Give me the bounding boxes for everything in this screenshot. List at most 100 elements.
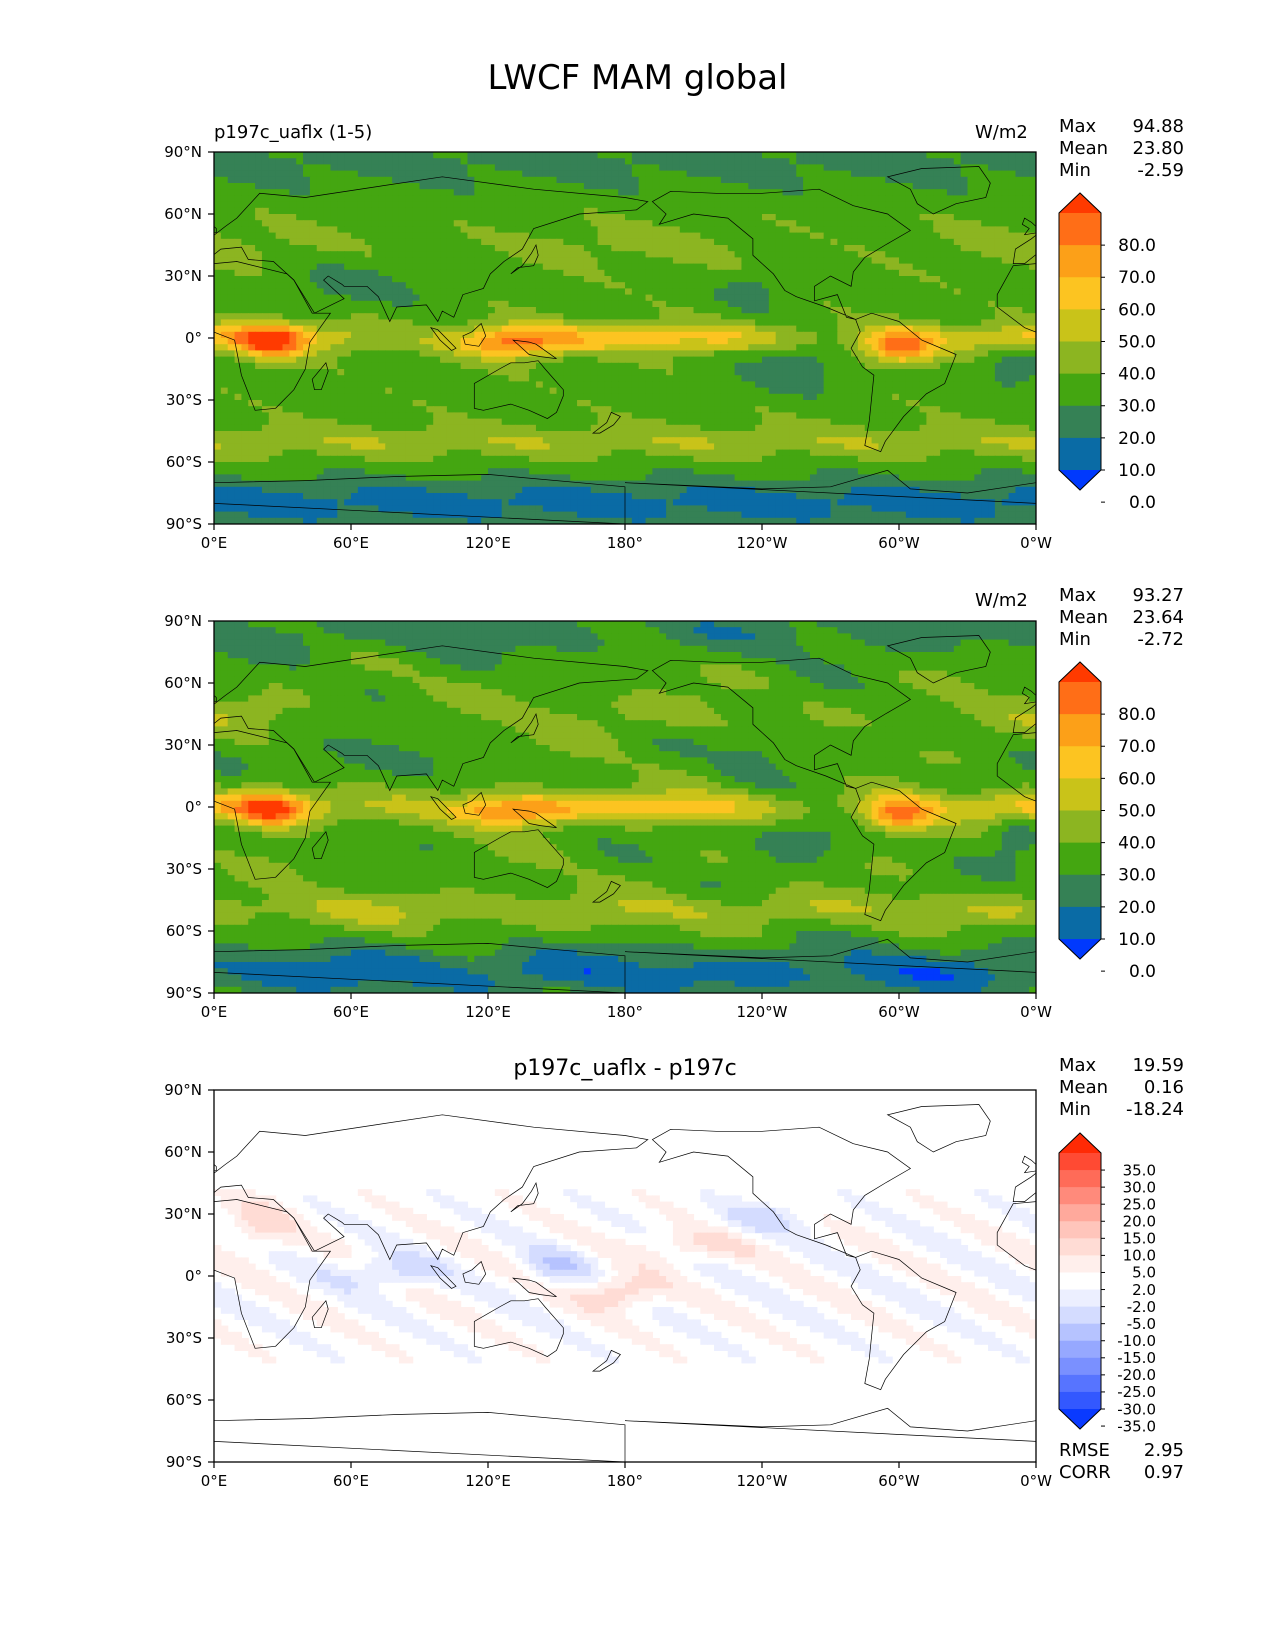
- colorbar-tick-label: -5.0: [1127, 1315, 1156, 1333]
- panel-3-corr-label: CORR: [1059, 1462, 1111, 1483]
- colorbar-bin: [1059, 1221, 1101, 1239]
- lat-tick-label: 0°: [185, 1267, 202, 1285]
- colorbar-bin: [1059, 714, 1101, 747]
- coastline: [214, 217, 1036, 236]
- map-panel-3: 90°N 60°N 30°N 0° 30°S 60°S 90°S0°E 60°E 120°E 18…: [164, 1081, 1052, 1490]
- colorbar-tick-label: 30.0: [1118, 397, 1156, 417]
- map-1-coastlines: [214, 166, 1036, 524]
- lon-tick-label: 0°E: [201, 1003, 228, 1021]
- lat-tick-label: 30°N: [164, 267, 202, 285]
- coastline: [651, 657, 912, 789]
- colorbar-tick-label: 15.0: [1123, 1230, 1156, 1248]
- panel-3-title: p197c_uaflx - p197c: [513, 1056, 737, 1081]
- panel-1-stat-min: -2.59: [1137, 160, 1184, 181]
- lat-tick-label: 60°N: [164, 205, 202, 223]
- colorbar-bin: [1059, 213, 1101, 246]
- colorbar-tick-label: 20.0: [1118, 898, 1156, 918]
- panel-1-stat-mean: 23.80: [1132, 138, 1184, 159]
- colorbar-bin: [1059, 1204, 1101, 1222]
- colorbar-bin: [1059, 437, 1101, 471]
- colorbar-bin: [1059, 1255, 1101, 1273]
- colorbar-bin: [1059, 277, 1101, 310]
- colorbar-3: 35.030.025.020.015.010.05.02.0-2.0-5.0-1…: [1058, 1132, 1156, 1435]
- map-panel-1: 90°N 60°N 30°N 0° 30°S 60°S 90°S0°E 60°E 120°E 18…: [164, 143, 1052, 552]
- colorbar-bin: [1059, 682, 1101, 715]
- colorbar-tick-label: 0.0: [1129, 962, 1156, 982]
- lon-tick-label: 60°W: [878, 1003, 920, 1021]
- panel-2-stat-label-max: Max: [1059, 585, 1097, 606]
- lat-tick-label: 90°N: [164, 143, 202, 161]
- coastline: [886, 166, 991, 215]
- colorbar-tick-label: -15.0: [1117, 1349, 1156, 1367]
- colorbar-bin: [1059, 341, 1101, 375]
- lon-tick-label: 120°W: [737, 1472, 788, 1490]
- lon-tick-label: 0°W: [1020, 534, 1052, 552]
- lat-tick-label: 30°N: [164, 1205, 202, 1223]
- lon-tick-label: 0°E: [201, 534, 228, 552]
- figure-title: LWCF MAM global: [487, 58, 788, 98]
- colorbar-extend-top: [1059, 1133, 1101, 1153]
- colorbar-bin: [1059, 1391, 1101, 1410]
- lon-tick-label: 60°W: [878, 534, 920, 552]
- coastline: [591, 411, 621, 434]
- colorbar-tick-label: 40.0: [1118, 365, 1156, 385]
- coastline: [591, 880, 621, 903]
- colorbar-tick-label: -2.0: [1127, 1298, 1156, 1316]
- lon-tick-label: 0°E: [201, 1472, 228, 1490]
- coastline: [886, 635, 991, 684]
- colorbar-bin: [1059, 1187, 1101, 1205]
- lat-tick-label: 30°S: [166, 391, 202, 409]
- coastline: [462, 322, 487, 347]
- coastline: [214, 1114, 1036, 1261]
- panel-1-stat-max: 94.88: [1132, 116, 1184, 137]
- coastline: [850, 312, 957, 453]
- colorbar-tick-label: 80.0: [1118, 236, 1156, 256]
- panel-3-stat-max: 19.59: [1132, 1055, 1184, 1076]
- panel-1-stat-label-max: Max: [1059, 116, 1097, 137]
- colorbar-tick-label: 10.0: [1123, 1247, 1156, 1265]
- coastline: [430, 796, 457, 820]
- colorbar-tick-label: 10.0: [1118, 461, 1156, 481]
- coastline: [473, 1298, 564, 1357]
- map-3-field: [214, 1189, 1036, 1364]
- colorbar-tick-label: 50.0: [1118, 332, 1156, 352]
- colorbar-bin: [1059, 373, 1101, 407]
- panel-3-stat-label-max: Max: [1059, 1055, 1097, 1076]
- coastline: [473, 829, 564, 888]
- colorbar-tick-label: 10.0: [1118, 930, 1156, 950]
- panel-1-left-label: p197c_uaflx (1-5): [214, 122, 373, 143]
- lon-tick-label: 60°E: [333, 1472, 369, 1490]
- lat-tick-label: 0°: [185, 798, 202, 816]
- lon-tick-label: 120°E: [465, 1472, 511, 1490]
- coastline: [886, 1104, 991, 1153]
- colorbar-tick-label: 25.0: [1123, 1195, 1156, 1213]
- map-panel-2: 90°N 60°N 30°N 0° 30°S 60°S 90°S0°E 60°E 120°E 18…: [164, 612, 1052, 1021]
- colorbar-extend-top: [1059, 662, 1101, 682]
- lon-tick-label: 0°W: [1020, 1472, 1052, 1490]
- colorbar-bin: [1059, 842, 1101, 876]
- lat-tick-label: 60°S: [166, 922, 202, 940]
- colorbar-tick-label: 2.0: [1132, 1281, 1156, 1299]
- map-3-coastlines: [214, 1104, 1036, 1462]
- colorbar-tick-label: -10.0: [1117, 1332, 1156, 1350]
- coastline: [510, 244, 539, 275]
- lat-tick-label: 30°N: [164, 736, 202, 754]
- colorbar-tick-label: 35.0: [1123, 1161, 1156, 1179]
- coastline: [510, 713, 539, 744]
- map-2-coastlines: [214, 635, 1036, 993]
- coastline: [311, 831, 329, 860]
- panel-2-stat-mean: 23.64: [1132, 607, 1184, 628]
- panel-1-stat-label-min: Min: [1059, 160, 1091, 181]
- colorbar-extend-bottom: [1059, 470, 1101, 490]
- lon-tick-label: 180°: [607, 1003, 643, 1021]
- colorbar-tick-label: 70.0: [1118, 737, 1156, 757]
- colorbar-tick-label: 20.0: [1118, 429, 1156, 449]
- coastline: [214, 469, 1036, 524]
- colorbar-tick-label: 5.0: [1132, 1264, 1156, 1282]
- panel-2-units: W/m2: [975, 590, 1028, 611]
- coastline: [651, 188, 912, 320]
- coastline: [214, 176, 1036, 323]
- colorbar-bin: [1059, 1170, 1101, 1188]
- panel-3-rmse-label: RMSE: [1059, 1440, 1110, 1461]
- coastline: [850, 1250, 957, 1391]
